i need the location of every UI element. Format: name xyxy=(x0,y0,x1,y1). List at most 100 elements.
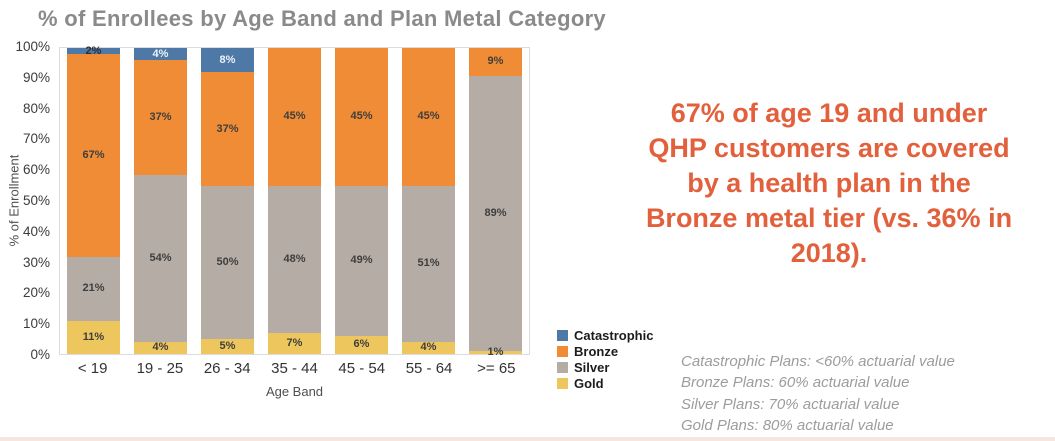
bar-column--19: 2% 67% 21% 11% xyxy=(67,44,120,354)
bar-segment-value-label: 45% xyxy=(350,110,373,123)
bar-segment-value-label: 48% xyxy=(283,252,306,265)
bar-segment-value-label: 4% xyxy=(420,341,437,354)
bar-segment-value-label: 1% xyxy=(487,345,504,358)
bar-segment-silver: 49% xyxy=(335,185,388,336)
bar-segment-gold: 7% xyxy=(268,332,321,354)
bar-column--65: 9% 89% 1% xyxy=(469,48,522,357)
bottom-divider xyxy=(0,437,1055,441)
x-tick-label: 26 - 34 xyxy=(203,360,251,377)
bar-segment-gold: 11% xyxy=(67,320,120,354)
x-tick-label: 45 - 54 xyxy=(338,360,386,377)
footnote-line: Silver Plans: 70% actuarial value xyxy=(681,395,900,413)
bar-column-26-34: 8% 37% 50% 5% xyxy=(201,48,254,354)
bar-segment-value-label: 37% xyxy=(216,122,239,135)
bar-column-45-54: 45% 49% 6% xyxy=(335,48,388,354)
y-tick-label: 40% xyxy=(22,223,50,239)
bar-segment-value-label: 49% xyxy=(350,254,373,267)
y-tick-label: 60% xyxy=(22,162,50,178)
bar-segment-value-label: 89% xyxy=(484,206,507,219)
chart-legend: Catastrophic Bronze Silver Gold xyxy=(557,327,653,391)
bar-segment-silver: 89% xyxy=(469,75,522,351)
bar-column-55-64: 45% 51% 4% xyxy=(402,48,455,354)
y-tick-label: 30% xyxy=(22,254,50,270)
footnote-line: Gold Plans: 80% actuarial value xyxy=(681,417,894,435)
plot-area: 2% 67% 21% 11% 4% 37% 54% 4% 8% 37% 50% 5% 45% 48% 7% 4… xyxy=(59,44,530,357)
chart-title: % of Enrollees by Age Band and Plan Meta… xyxy=(38,6,606,31)
bar-segment-bronze: 37% xyxy=(201,72,254,186)
bar-segment-value-label: 11% xyxy=(82,330,105,343)
y-tick-label: 10% xyxy=(22,316,50,332)
legend-item-bronze: Bronze xyxy=(557,343,653,359)
legend-label: Catastrophic xyxy=(574,327,654,343)
y-tick-label: 90% xyxy=(22,69,50,85)
bar-segment-value-label: 50% xyxy=(216,255,239,268)
y-tick-label: 80% xyxy=(22,100,50,116)
bar-segment-value-label: 4% xyxy=(152,47,169,60)
bar-segment-silver: 21% xyxy=(67,257,120,321)
legend-item-gold: Gold xyxy=(557,375,653,391)
bar-segment-value-label: 45% xyxy=(417,110,440,123)
bar-column-19-25: 4% 37% 54% 4% xyxy=(134,48,187,354)
insight-headline-line: 2018). xyxy=(790,238,868,269)
x-tick-label: 19 - 25 xyxy=(136,360,184,377)
bar-segment-catastrophic: 4% xyxy=(134,47,187,61)
bar-segment-value-label: 8% xyxy=(219,53,236,66)
insight-headline-line: QHP customers are covered xyxy=(648,133,1010,164)
y-tick-label: 50% xyxy=(22,193,50,208)
insight-headline-line: by a health plan in the xyxy=(687,168,971,199)
legend-swatch-icon xyxy=(557,377,568,389)
legend-swatch-icon xyxy=(557,329,568,341)
bar-segment-gold: 5% xyxy=(201,338,254,354)
x-tick-label: 55 - 64 xyxy=(405,360,453,377)
bar-segment-bronze: 9% xyxy=(469,48,522,76)
bar-segment-value-label: 7% xyxy=(286,336,303,349)
x-axis-labels: < 19 19 - 25 26 - 34 35 - 44 45 - 54 55 - 64 >… xyxy=(59,360,530,377)
bar-segment-bronze: 45% xyxy=(335,48,388,186)
insight-headline-line: Bronze metal tier (vs. 36% in xyxy=(645,203,1013,234)
y-tick-label: 20% xyxy=(22,285,50,301)
bar-segment-value-label: 54% xyxy=(149,251,172,264)
y-tick-label: 0% xyxy=(30,347,50,362)
footnote-line: Bronze Plans: 60% actuarial value xyxy=(681,374,910,392)
bar-segment-value-label: 51% xyxy=(417,257,440,270)
bar-segment-catastrophic: 2% xyxy=(67,44,120,57)
bar-segment-gold: 1% xyxy=(469,346,522,357)
bar-segment-gold: 4% xyxy=(134,341,187,354)
x-tick-label: 35 - 44 xyxy=(271,360,318,377)
bar-segment-silver: 50% xyxy=(201,185,254,339)
bar-segment-catastrophic: 8% xyxy=(201,48,254,73)
bar-segment-bronze: 45% xyxy=(402,48,455,186)
x-axis-title: Age Band xyxy=(265,384,324,399)
plan-definitions-footnote: Catastrophic Plans: <60% actuarial value… xyxy=(681,351,955,437)
bar-segment-value-label: 9% xyxy=(487,55,504,68)
insight-headline: 67% of age 19 and under QHP customers are… xyxy=(612,96,1046,271)
bar-segment-value-label: 5% xyxy=(219,339,236,352)
legend-label: Bronze xyxy=(574,343,619,359)
bar-segment-bronze: 45% xyxy=(268,48,321,186)
x-tick-label: >= 65 xyxy=(477,360,516,377)
footnote-line: Catastrophic Plans: <60% actuarial value xyxy=(681,353,955,370)
legend-label: Silver xyxy=(574,359,610,375)
bar-segment-value-label: 6% xyxy=(353,338,370,351)
bar-segment-silver: 51% xyxy=(402,185,455,342)
legend-swatch-icon xyxy=(557,361,568,373)
legend-label: Gold xyxy=(574,375,604,391)
bar-segment-value-label: 4% xyxy=(152,341,169,354)
bar-segment-gold: 6% xyxy=(335,335,388,354)
bar-column-35-44: 45% 48% 7% xyxy=(268,48,321,354)
bar-segment-silver: 54% xyxy=(134,174,187,342)
bar-segment-value-label: 2% xyxy=(85,44,102,57)
bar-segment-silver: 48% xyxy=(268,185,321,333)
bar-segment-bronze: 37% xyxy=(134,60,187,175)
bar-segment-value-label: 67% xyxy=(82,149,105,162)
y-tick-label: 70% xyxy=(22,131,50,147)
bar-segment-gold: 4% xyxy=(402,341,455,354)
y-tick-label: 100% xyxy=(15,39,50,54)
bar-segment-bronze: 67% xyxy=(67,54,120,258)
insight-headline-line: 67% of age 19 and under xyxy=(670,98,988,128)
bar-segment-value-label: 21% xyxy=(82,282,105,295)
x-tick-label: < 19 xyxy=(77,360,108,377)
bar-segment-value-label: 37% xyxy=(149,111,172,124)
legend-item-catastrophic: Catastrophic xyxy=(557,327,653,343)
